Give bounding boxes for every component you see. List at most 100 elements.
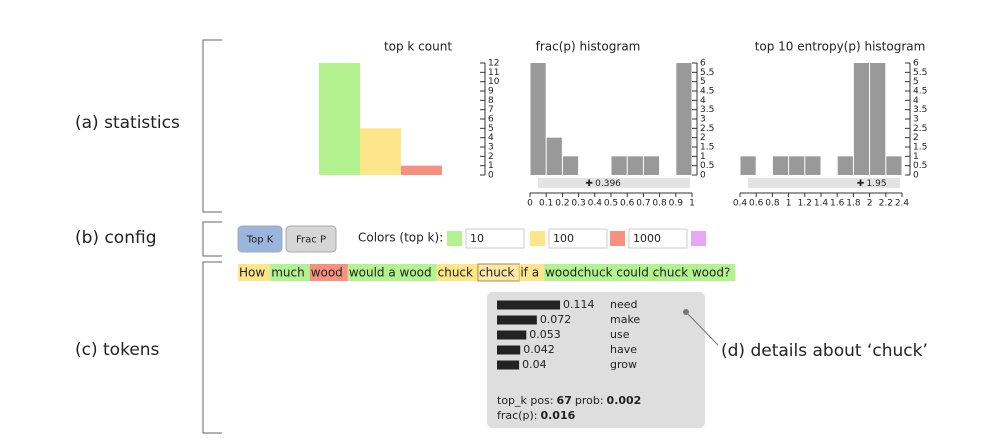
prob-value: 0.042 <box>523 343 555 356</box>
y-tick-label: 1.5 <box>700 143 714 153</box>
token-bg <box>238 264 271 281</box>
bar <box>319 63 360 175</box>
color-swatch[interactable] <box>691 231 706 246</box>
stat: 0.016 <box>540 409 575 422</box>
histogram-bar <box>740 156 756 175</box>
y-tick-label: 3 <box>913 115 919 125</box>
marker-value: 0.396 <box>595 179 621 189</box>
y-tick-label: 0 <box>488 171 494 181</box>
x-tick-label: 0.5 <box>604 199 618 209</box>
y-tick-label: 5 <box>700 77 706 87</box>
stat: frac(p): <box>497 409 537 422</box>
token[interactable]: How <box>239 266 265 280</box>
x-tick-label: 2.4 <box>895 199 910 209</box>
y-tick-label: 3 <box>700 115 706 125</box>
section-label: (b) config <box>75 228 156 248</box>
candidate-word: need <box>610 298 638 311</box>
x-tick-label: 0.4 <box>733 199 748 209</box>
brackets <box>202 39 222 434</box>
y-tick-label: 1 <box>700 152 706 162</box>
x-tick-label: 0.9 <box>669 199 684 209</box>
token[interactable]: if a <box>520 266 539 280</box>
y-tick-label: 8 <box>488 96 494 106</box>
threshold-value: 1000 <box>633 232 661 245</box>
threshold-input[interactable] <box>628 228 688 249</box>
token[interactable]: chuck <box>438 266 473 280</box>
x-tick-label: 2.2 <box>879 199 893 209</box>
x-tick-label: 0.4 <box>588 199 603 209</box>
prob-bar <box>497 315 537 325</box>
y-tick-label: 2 <box>488 152 494 162</box>
chart-title: frac(p) histogram <box>536 40 641 54</box>
y-tick-label: 4.5 <box>700 87 714 97</box>
details-stats: frac(p): 0.016 <box>497 409 576 422</box>
x-tick-label: 0.1 <box>539 199 553 209</box>
y-tick-label: 9 <box>488 87 494 97</box>
x-tick-label: 1.6 <box>830 199 845 209</box>
section-label: (c) tokens <box>75 340 160 360</box>
button[interactable]: Frac P <box>285 225 337 253</box>
x-tick-label: 0.8 <box>765 199 780 209</box>
threshold-input[interactable] <box>465 228 525 249</box>
stat: 0.002 <box>607 394 642 407</box>
prob-bar <box>497 360 520 370</box>
x-tick-label: 1 <box>786 199 792 209</box>
token[interactable]: woodchuck could chuck wood? <box>545 266 730 280</box>
chart-title: top 10 entropy(p) histogram <box>755 40 926 54</box>
token[interactable]: wood <box>311 266 343 280</box>
color-swatch[interactable] <box>530 231 545 246</box>
prob-bar <box>497 330 527 340</box>
y-tick-label: 0.5 <box>700 161 714 171</box>
histogram-bar <box>676 63 692 175</box>
x-tick-label: 1.2 <box>798 199 812 209</box>
color-swatch[interactable] <box>447 231 462 246</box>
x-tick-label: 0.7 <box>636 199 650 209</box>
x-tick-label: 0.3 <box>571 199 585 209</box>
x-tick-label: 1.4 <box>814 199 829 209</box>
y-tick-label: 1 <box>913 152 919 162</box>
threshold-input[interactable] <box>548 228 608 249</box>
range-slider <box>538 178 690 188</box>
y-tick-label: 5.5 <box>700 68 714 78</box>
token[interactable]: chuck <box>479 266 514 280</box>
stat: 67 <box>557 394 572 407</box>
marker-value: 1.95 <box>867 179 887 189</box>
candidate-word: have <box>610 343 637 356</box>
y-tick-label: 10 <box>488 77 500 87</box>
y-tick-label: 2.5 <box>913 124 927 134</box>
histogram-bar <box>805 156 821 175</box>
details-stats: top_k pos: 67 prob: 0.002 <box>497 394 641 407</box>
token-bg <box>544 264 736 281</box>
histogram-bar <box>886 156 902 175</box>
y-tick-label: 4 <box>913 96 919 106</box>
y-tick-label: 3 <box>488 143 494 153</box>
prob-value: 0.114 <box>563 298 595 311</box>
y-tick-label: 0 <box>913 171 919 181</box>
stat: prob: <box>575 394 604 407</box>
button-bg <box>237 225 283 253</box>
marker-icon: ✚ <box>857 179 865 189</box>
prob-bar <box>497 345 521 355</box>
y-tick-label: 6 <box>488 115 494 125</box>
token[interactable]: much <box>271 266 305 280</box>
token-bg <box>270 264 310 281</box>
token-bg <box>436 264 478 281</box>
y-tick-label: 6 <box>700 59 706 69</box>
x-tick-label: 2 <box>867 199 873 209</box>
candidate-word: grow <box>610 358 637 371</box>
x-tick-label: 0.8 <box>652 199 667 209</box>
color-swatch[interactable] <box>610 231 625 246</box>
y-tick-label: 3.5 <box>700 105 714 115</box>
histogram-bar <box>530 63 546 175</box>
button[interactable]: Top K <box>237 225 283 253</box>
token[interactable]: would a wood <box>349 266 432 280</box>
threshold-value: 10 <box>470 232 484 245</box>
y-tick-label: 2 <box>700 133 706 143</box>
histogram-bar <box>627 156 643 175</box>
colors-label: Colors (top k): <box>358 231 443 245</box>
histogram-bar <box>546 137 562 175</box>
bracket <box>202 221 222 257</box>
y-tick-label: 2 <box>913 133 919 143</box>
x-tick-label: 0.2 <box>555 199 569 209</box>
